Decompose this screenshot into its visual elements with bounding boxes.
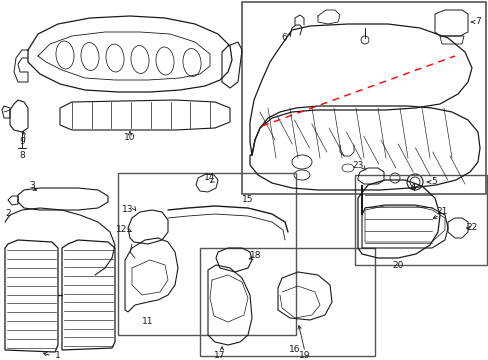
- Text: 20: 20: [391, 261, 403, 270]
- Text: 6: 6: [281, 32, 286, 41]
- Text: 21: 21: [435, 207, 447, 216]
- Text: 2: 2: [5, 210, 11, 219]
- Text: 10: 10: [124, 134, 136, 143]
- Text: 13: 13: [122, 206, 134, 215]
- Text: 9: 9: [19, 136, 25, 145]
- Text: 12: 12: [116, 225, 127, 234]
- Text: 22: 22: [466, 224, 477, 233]
- Bar: [200, 248, 374, 356]
- Text: 15: 15: [242, 195, 253, 204]
- Bar: [354, 175, 486, 265]
- Text: 7: 7: [474, 18, 480, 27]
- Text: 3: 3: [29, 180, 35, 189]
- Text: 5: 5: [430, 177, 436, 186]
- Text: 8: 8: [19, 150, 25, 159]
- Text: 23: 23: [351, 161, 363, 170]
- Text: 16: 16: [289, 346, 300, 355]
- Bar: [242, 2, 485, 194]
- Bar: [118, 173, 295, 335]
- Text: 14: 14: [204, 174, 215, 183]
- Text: 4: 4: [409, 183, 415, 193]
- Text: 17: 17: [214, 351, 225, 360]
- Text: 11: 11: [142, 318, 153, 327]
- Text: 19: 19: [299, 351, 310, 360]
- Text: 18: 18: [250, 252, 261, 261]
- Text: 1: 1: [55, 351, 61, 360]
